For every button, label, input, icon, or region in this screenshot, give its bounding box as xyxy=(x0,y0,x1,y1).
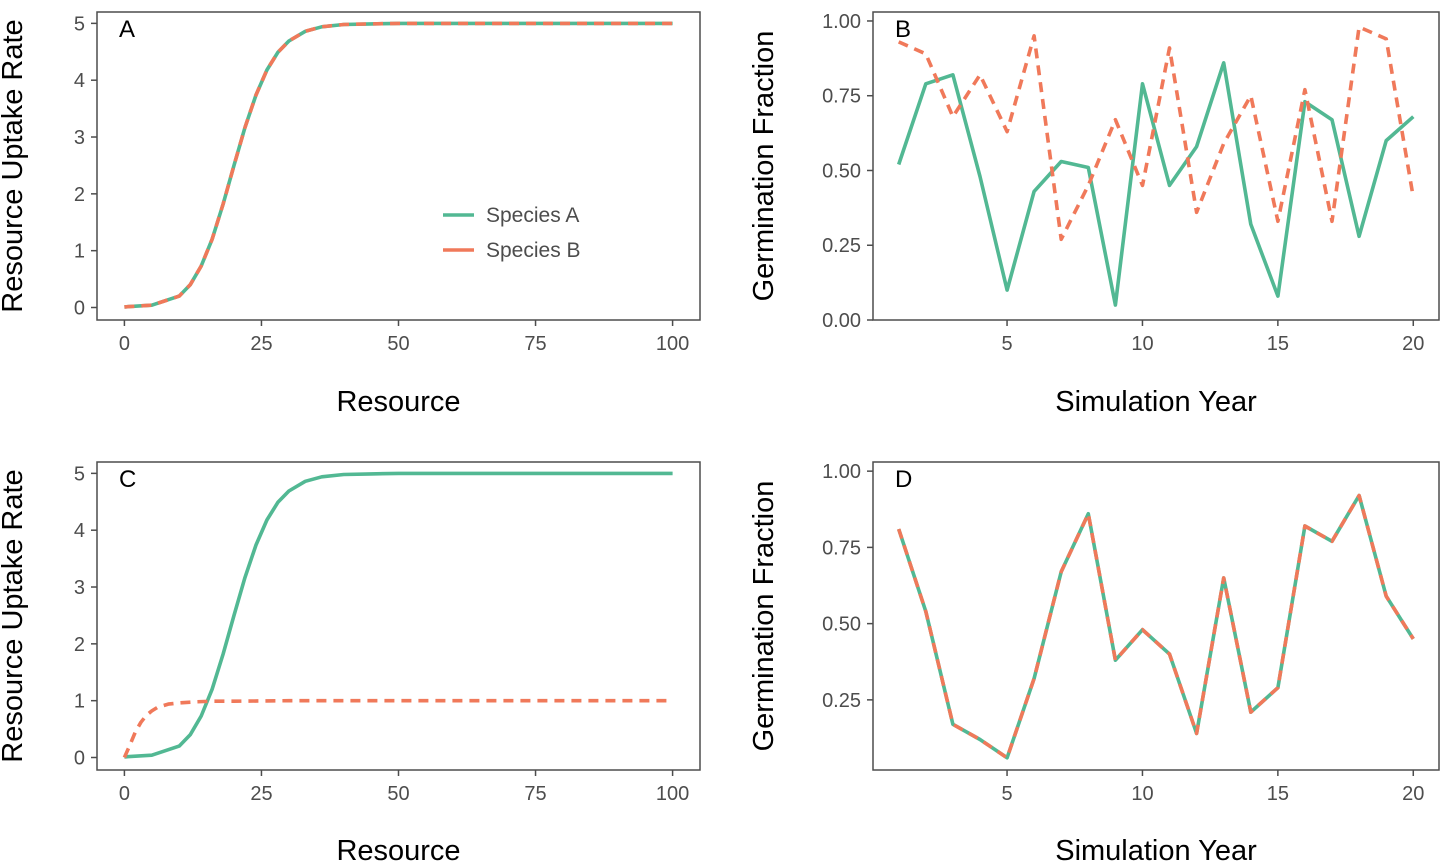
legend: Species A Species B xyxy=(443,204,581,262)
x-tick-label: 50 xyxy=(387,333,409,355)
y-tick-label: 1.00 xyxy=(822,11,861,33)
y-tick-label: 4 xyxy=(74,520,85,542)
x-tick-label: 100 xyxy=(656,333,689,355)
series-line-species-b xyxy=(896,493,1415,760)
panel-label: D xyxy=(895,466,912,493)
x-tick-label: 0 xyxy=(119,783,130,805)
y-tick-label: 0 xyxy=(74,747,85,769)
x-tick-label: 25 xyxy=(250,333,272,355)
y-tick-label: 5 xyxy=(74,13,85,35)
x-tick-label: 50 xyxy=(387,783,409,805)
panel-border xyxy=(96,461,701,771)
series-line-species-b xyxy=(897,25,1416,242)
y-tick-label: 0.25 xyxy=(822,690,861,712)
y-axis-title: Germination Fraction xyxy=(748,31,780,302)
series-line-species-a xyxy=(124,471,673,759)
x-tick-label: 25 xyxy=(250,783,272,805)
x-axis-title: Simulation Year xyxy=(1055,386,1257,418)
panel-label: B xyxy=(895,16,911,43)
y-tick-label: 1 xyxy=(74,241,85,263)
series-line-species-a xyxy=(896,60,1415,307)
x-tick-label: 75 xyxy=(524,333,546,355)
legend-label: Species A xyxy=(486,204,579,227)
y-axis-title: Resource Uptake Rate xyxy=(0,469,29,762)
panel-border xyxy=(96,11,701,321)
y-tick-label: 3 xyxy=(74,577,85,599)
panel-a: 0 25 50 75 100 0 1 2 3 4 5 Resource Resource Uptake … xyxy=(0,11,701,418)
y-tick-label: 0.50 xyxy=(822,160,861,182)
legend-label: Species B xyxy=(486,239,581,262)
y-tick-label: 0.75 xyxy=(822,537,861,559)
y-axis-title: Resource Uptake Rate xyxy=(0,19,29,312)
x-tick-label: 20 xyxy=(1402,333,1424,355)
y-tick-label: 0.00 xyxy=(822,310,861,332)
y-tick-label: 1 xyxy=(74,691,85,713)
y-tick-label: 0.50 xyxy=(822,614,861,636)
panel-label: A xyxy=(119,16,135,43)
panel-border xyxy=(872,461,1440,771)
series-line-species-b xyxy=(122,698,673,759)
x-tick-label: 10 xyxy=(1131,333,1153,355)
x-tick-label: 5 xyxy=(1001,783,1012,805)
y-axis-title: Germination Fraction xyxy=(748,481,780,752)
x-axis-title: Resource xyxy=(336,386,460,418)
x-axis-title: Resource xyxy=(336,835,460,863)
x-tick-label: 100 xyxy=(656,783,689,805)
x-tick-label: 10 xyxy=(1131,783,1153,805)
y-tick-label: 2 xyxy=(74,184,85,206)
series-line-species-a xyxy=(124,21,673,309)
y-tick-label: 3 xyxy=(74,127,85,149)
y-tick-label: 1.00 xyxy=(822,461,861,483)
y-tick-label: 2 xyxy=(74,634,85,656)
y-tick-label: 5 xyxy=(74,463,85,485)
series-line-species-b xyxy=(124,21,673,309)
panel-label: C xyxy=(119,466,136,493)
x-axis-title: Simulation Year xyxy=(1055,835,1257,863)
x-tick-label: 5 xyxy=(1001,333,1012,355)
y-tick-label: 0 xyxy=(74,297,85,319)
panel-b: 5 10 15 20 0.00 0.25 0.50 0.75 1.00 Simulation Ye… xyxy=(748,11,1440,418)
panel-c: 0 25 50 75 100 0 1 2 3 4 5 Resource Resource Uptake … xyxy=(0,461,701,863)
x-tick-label: 20 xyxy=(1402,783,1424,805)
panel-d: 5 10 15 20 0.25 0.50 0.75 1.00 Simulation Year Ge… xyxy=(748,461,1440,863)
panel-border xyxy=(872,11,1440,321)
y-tick-label: 0.25 xyxy=(822,235,861,257)
x-tick-label: 15 xyxy=(1267,333,1289,355)
y-tick-label: 4 xyxy=(74,70,85,92)
x-tick-label: 15 xyxy=(1267,783,1289,805)
y-tick-label: 0.75 xyxy=(822,86,861,108)
x-tick-label: 75 xyxy=(524,783,546,805)
x-tick-label: 0 xyxy=(119,333,130,355)
